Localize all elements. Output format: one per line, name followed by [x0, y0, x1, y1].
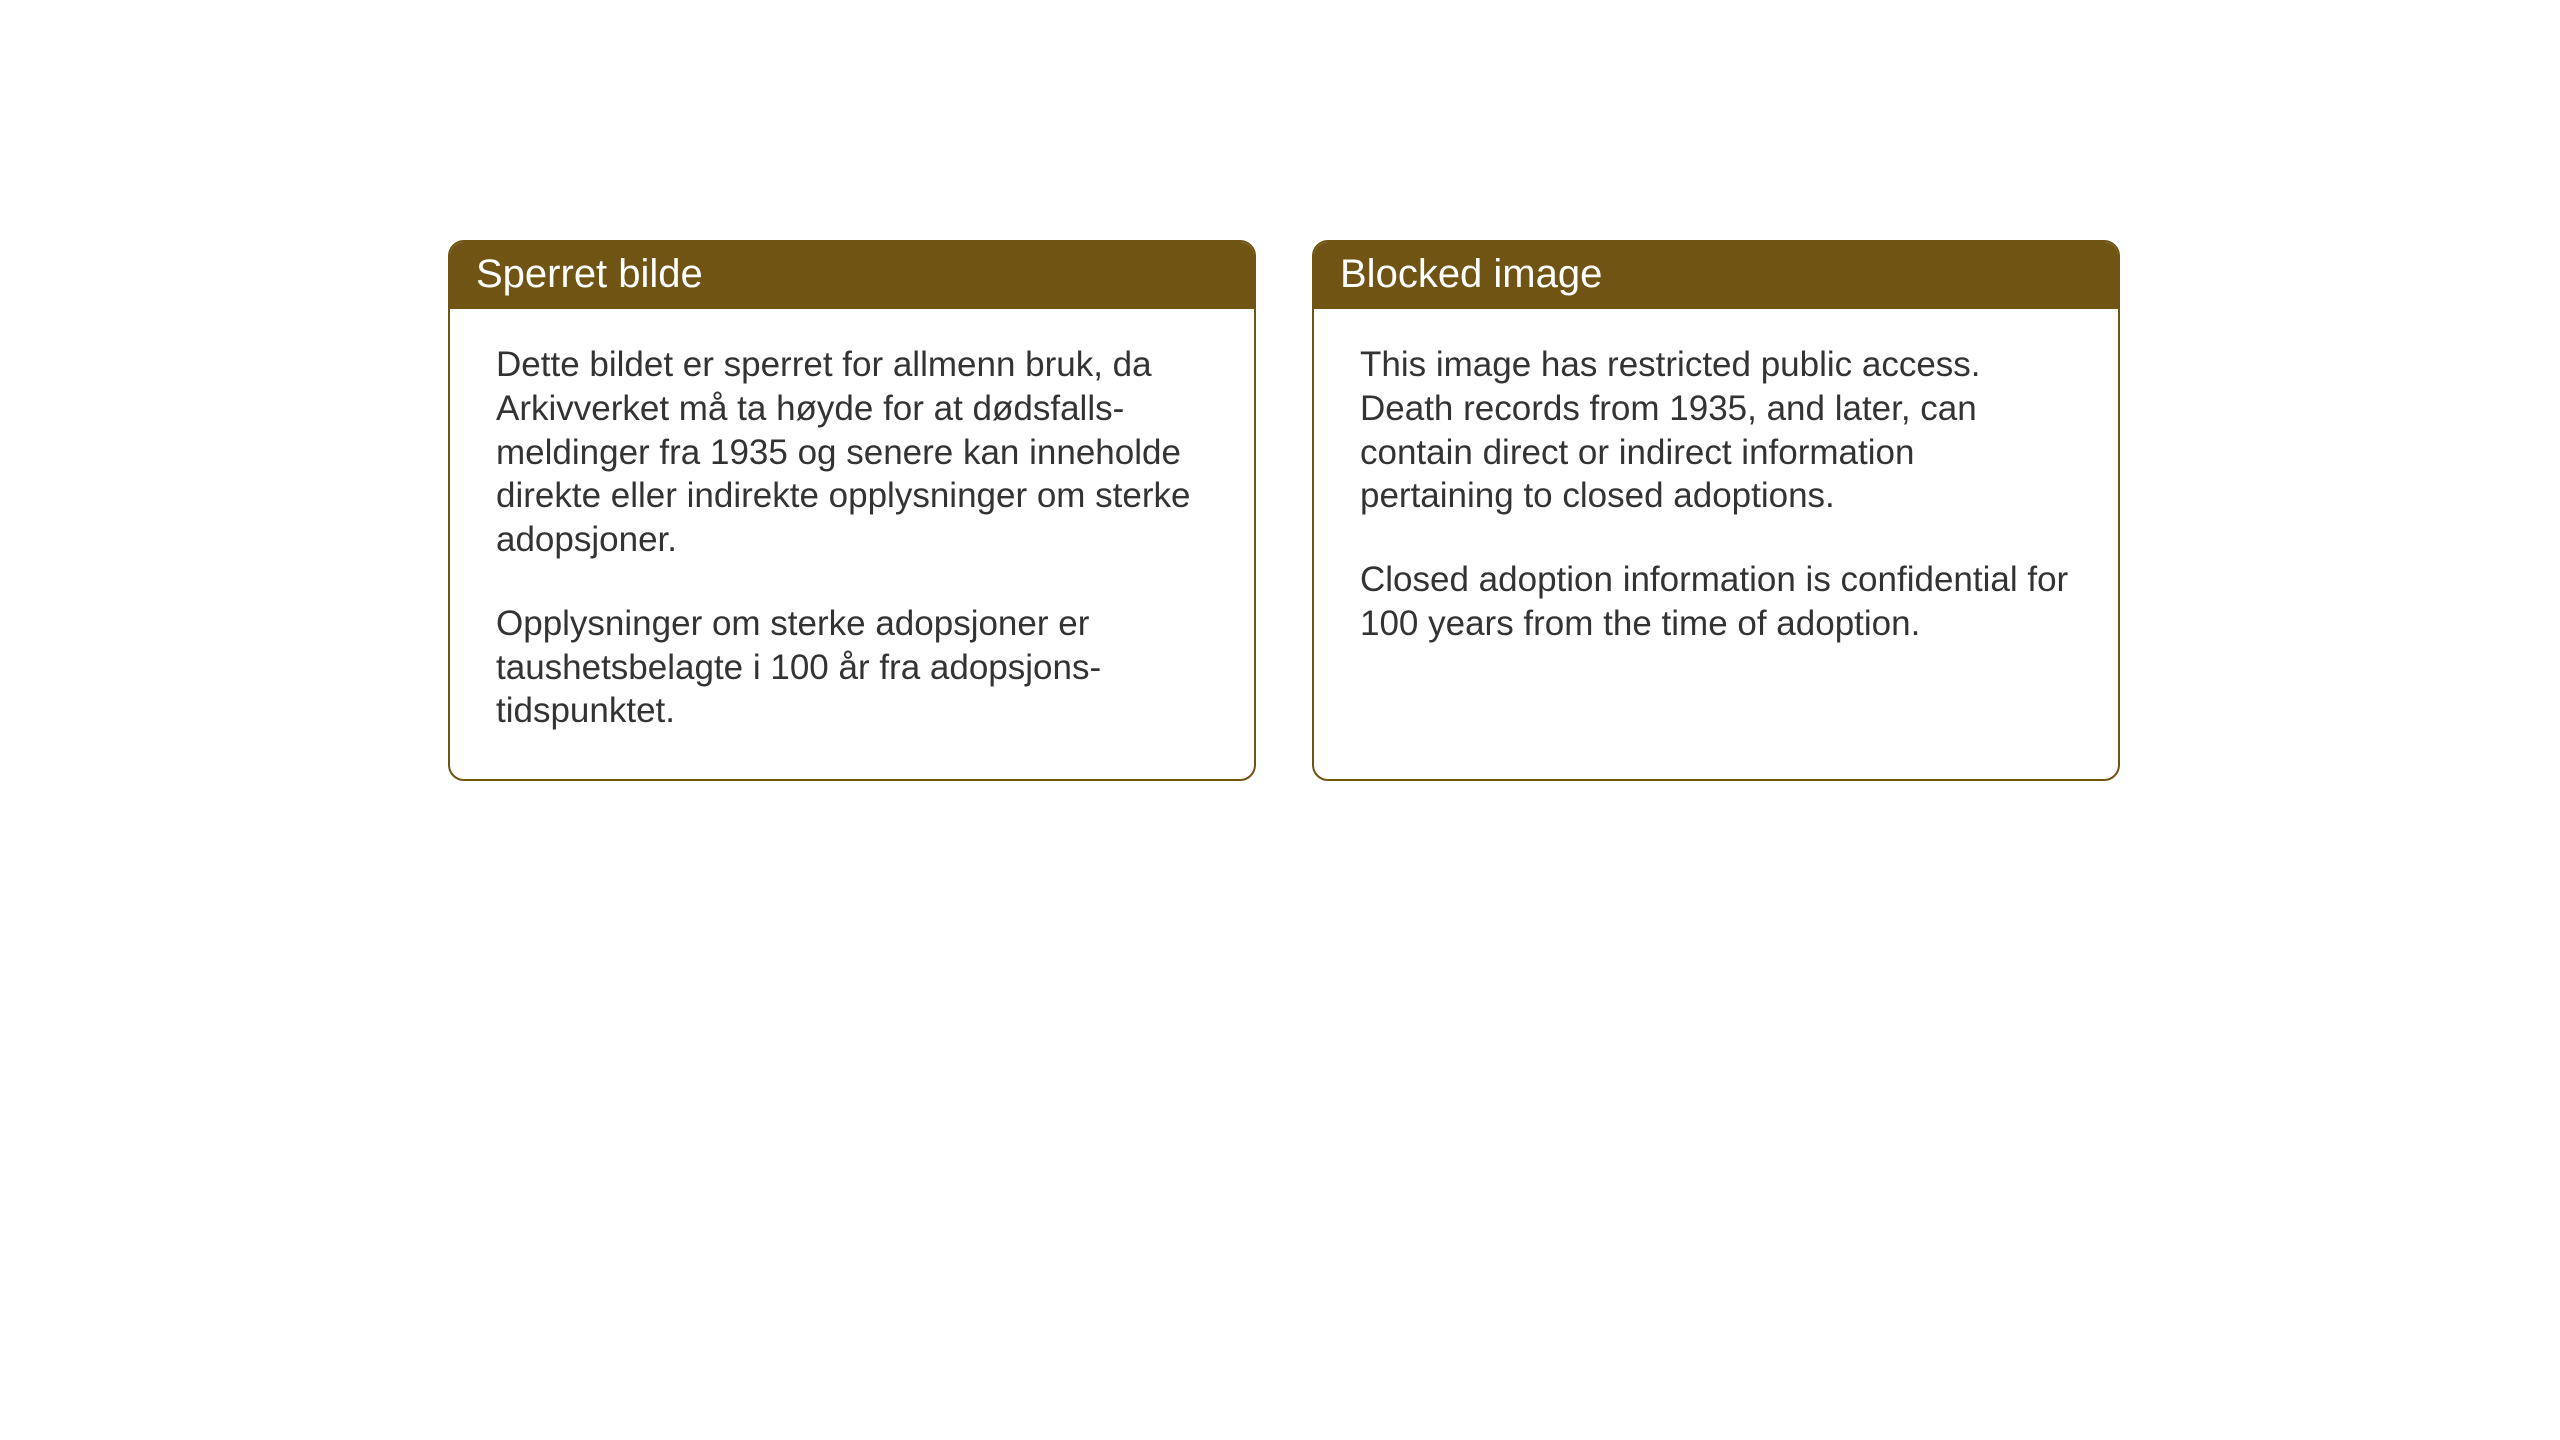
card-title-norwegian: Sperret bilde [476, 252, 703, 296]
card-body-norwegian: Dette bildet er sperret for allmenn bruk… [450, 309, 1254, 779]
card-header-english: Blocked image [1314, 242, 2118, 309]
notice-container: Sperret bilde Dette bildet er sperret fo… [448, 240, 2120, 781]
card-title-english: Blocked image [1340, 252, 1602, 296]
card-header-norwegian: Sperret bilde [450, 242, 1254, 309]
notice-card-norwegian: Sperret bilde Dette bildet er sperret fo… [448, 240, 1256, 781]
card-body-english: This image has restricted public access.… [1314, 309, 2118, 759]
card-paragraph-2-english: Closed adoption information is confident… [1360, 558, 2072, 646]
card-paragraph-1-norwegian: Dette bildet er sperret for allmenn bruk… [496, 343, 1208, 562]
card-paragraph-1-english: This image has restricted public access.… [1360, 343, 2072, 518]
notice-card-english: Blocked image This image has restricted … [1312, 240, 2120, 781]
card-paragraph-2-norwegian: Opplysninger om sterke adopsjoner er tau… [496, 602, 1208, 733]
